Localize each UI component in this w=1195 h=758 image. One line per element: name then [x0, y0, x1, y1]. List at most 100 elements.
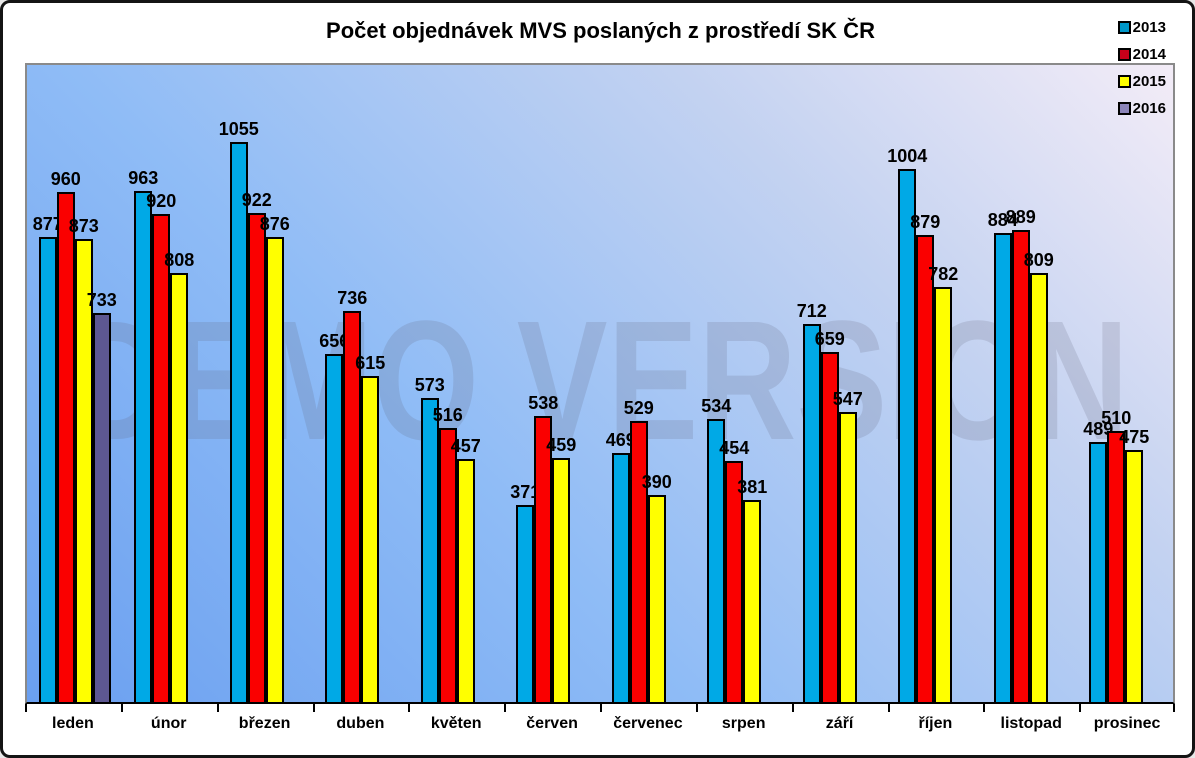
value-label-červenec-2013: 469	[605, 430, 636, 450]
value-label-listopad-2013: 884	[987, 209, 1018, 230]
value-label-prosinec-2013: 489	[1083, 419, 1114, 440]
plot-area: DEMO VERSION 877 960 873 733 963 920 808 1055 92…	[25, 63, 1175, 704]
value-label-září-2014: 659	[814, 329, 845, 350]
bar-září-2015	[838, 411, 857, 702]
bar-červen-2014	[534, 416, 553, 702]
bar-leden-2015	[74, 238, 93, 702]
value-label-srpen-2014: 454	[719, 438, 750, 458]
legend: 2013 2014 2015 2016	[1117, 19, 1166, 128]
axis-tick	[983, 704, 986, 712]
bar-leden-2014	[56, 192, 75, 702]
value-label-březen-2014: 922	[241, 189, 272, 210]
axis-tick	[1173, 704, 1175, 712]
x-label-březen: březen	[238, 715, 291, 732]
axis-tick	[408, 704, 411, 712]
bar-srpen-2015	[743, 499, 762, 702]
value-label-listopad-2014: 889	[1005, 207, 1036, 228]
value-label-červen-2014: 538	[528, 393, 559, 414]
axis-tick	[1079, 704, 1082, 712]
bar-leden-2016	[92, 312, 111, 702]
axis-tick	[25, 704, 27, 712]
bar-listopad-2014	[1011, 230, 1030, 702]
bar-červen-2015	[552, 458, 571, 702]
legend-label-2014: 2014	[1132, 46, 1166, 63]
legend-label-2016: 2016	[1132, 100, 1166, 117]
legend-item-2016: 2016	[1117, 100, 1166, 117]
legend-marker-2013	[1117, 21, 1131, 34]
x-label-duben: duben	[336, 715, 385, 732]
legend-marker-2015	[1117, 75, 1131, 88]
value-label-září-2013: 712	[796, 301, 827, 321]
bar-září-2013	[802, 324, 821, 702]
value-label-leden-2013: 877	[32, 213, 63, 234]
x-label-listopad: listopad	[1000, 715, 1062, 732]
x-label-květen: květen	[430, 715, 482, 732]
x-label-únor: únor	[150, 715, 187, 732]
axis-tick	[791, 704, 794, 712]
legend-marker-2014	[1117, 48, 1131, 61]
bar-květen-2013	[420, 397, 439, 702]
value-label-leden-2014: 960	[50, 169, 81, 190]
value-label-duben-2013: 656	[319, 330, 350, 351]
value-label-červen-2013: 371	[510, 482, 541, 503]
value-label-říjen-2014: 879	[910, 212, 941, 233]
axis-tick	[887, 704, 890, 712]
bar-červenec-2014	[629, 421, 648, 702]
bar-březen-2014	[247, 212, 266, 702]
value-label-říjen-2015: 782	[928, 263, 959, 284]
bar-říjen-2013	[898, 169, 917, 702]
bar-listopad-2015	[1029, 272, 1048, 702]
x-label-červenec: červenec	[613, 715, 683, 732]
value-label-únor-2015: 808	[164, 250, 195, 271]
value-label-srpen-2013: 534	[701, 395, 732, 416]
x-label-leden: leden	[52, 715, 94, 732]
bar-červenec-2015	[647, 495, 666, 702]
value-label-prosinec-2015: 475	[1119, 426, 1150, 447]
bar-listopad-2013	[993, 232, 1012, 702]
value-label-březen-2015: 876	[259, 214, 290, 234]
x-axis: leden únor březen duben květen červen červenec…	[25, 704, 1175, 744]
chart-title: Počet objednávek MVS poslaných z prostře…	[326, 18, 875, 43]
value-label-srpen-2015: 381	[737, 476, 768, 497]
bar-květen-2015	[456, 459, 475, 702]
value-label-únor-2013: 963	[128, 167, 159, 188]
legend-label-2015: 2015	[1132, 73, 1166, 90]
legend-marker-2016	[1117, 102, 1131, 115]
value-label-listopad-2015: 809	[1023, 249, 1054, 270]
legend-item-2013: 2013	[1117, 19, 1166, 36]
bar-prosinec-2014	[1107, 431, 1126, 702]
value-label-září-2015: 547	[832, 388, 863, 409]
legend-item-2014: 2014	[1117, 46, 1166, 63]
x-label-prosinec: prosinec	[1093, 715, 1161, 732]
axis-tick	[504, 704, 507, 712]
bar-březen-2013	[229, 142, 248, 702]
bar-říjen-2014	[916, 235, 935, 702]
bar-srpen-2013	[707, 418, 726, 702]
bar-květen-2014	[438, 428, 457, 702]
value-label-červen-2015: 459	[546, 435, 577, 456]
bar-prosinec-2015	[1125, 449, 1144, 702]
bar-říjen-2015	[934, 286, 953, 702]
axis-tick	[312, 704, 315, 712]
bar-březen-2015	[265, 237, 284, 702]
value-label-únor-2014: 920	[146, 190, 177, 211]
value-label-duben-2015: 615	[355, 352, 386, 373]
legend-label-2013: 2013	[1132, 19, 1166, 36]
value-label-červenec-2015: 390	[641, 472, 672, 492]
bar-červen-2013	[516, 505, 535, 702]
bar-červenec-2013	[611, 453, 630, 702]
value-label-květen-2014: 516	[432, 405, 463, 426]
axis-tick	[120, 704, 123, 712]
bar-únor-2015	[170, 273, 189, 702]
bar-leden-2013	[38, 236, 57, 702]
x-label-červen: červen	[526, 715, 578, 732]
axis-tick	[600, 704, 602, 712]
legend-item-2015: 2015	[1117, 73, 1166, 90]
value-label-leden-2016: 733	[86, 289, 117, 310]
bar-prosinec-2013	[1089, 442, 1108, 702]
value-label-duben-2014: 736	[337, 288, 368, 309]
x-label-srpen: srpen	[721, 715, 766, 732]
value-label-říjen-2013: 1004	[887, 146, 928, 166]
value-label-červenec-2014: 529	[623, 398, 654, 419]
